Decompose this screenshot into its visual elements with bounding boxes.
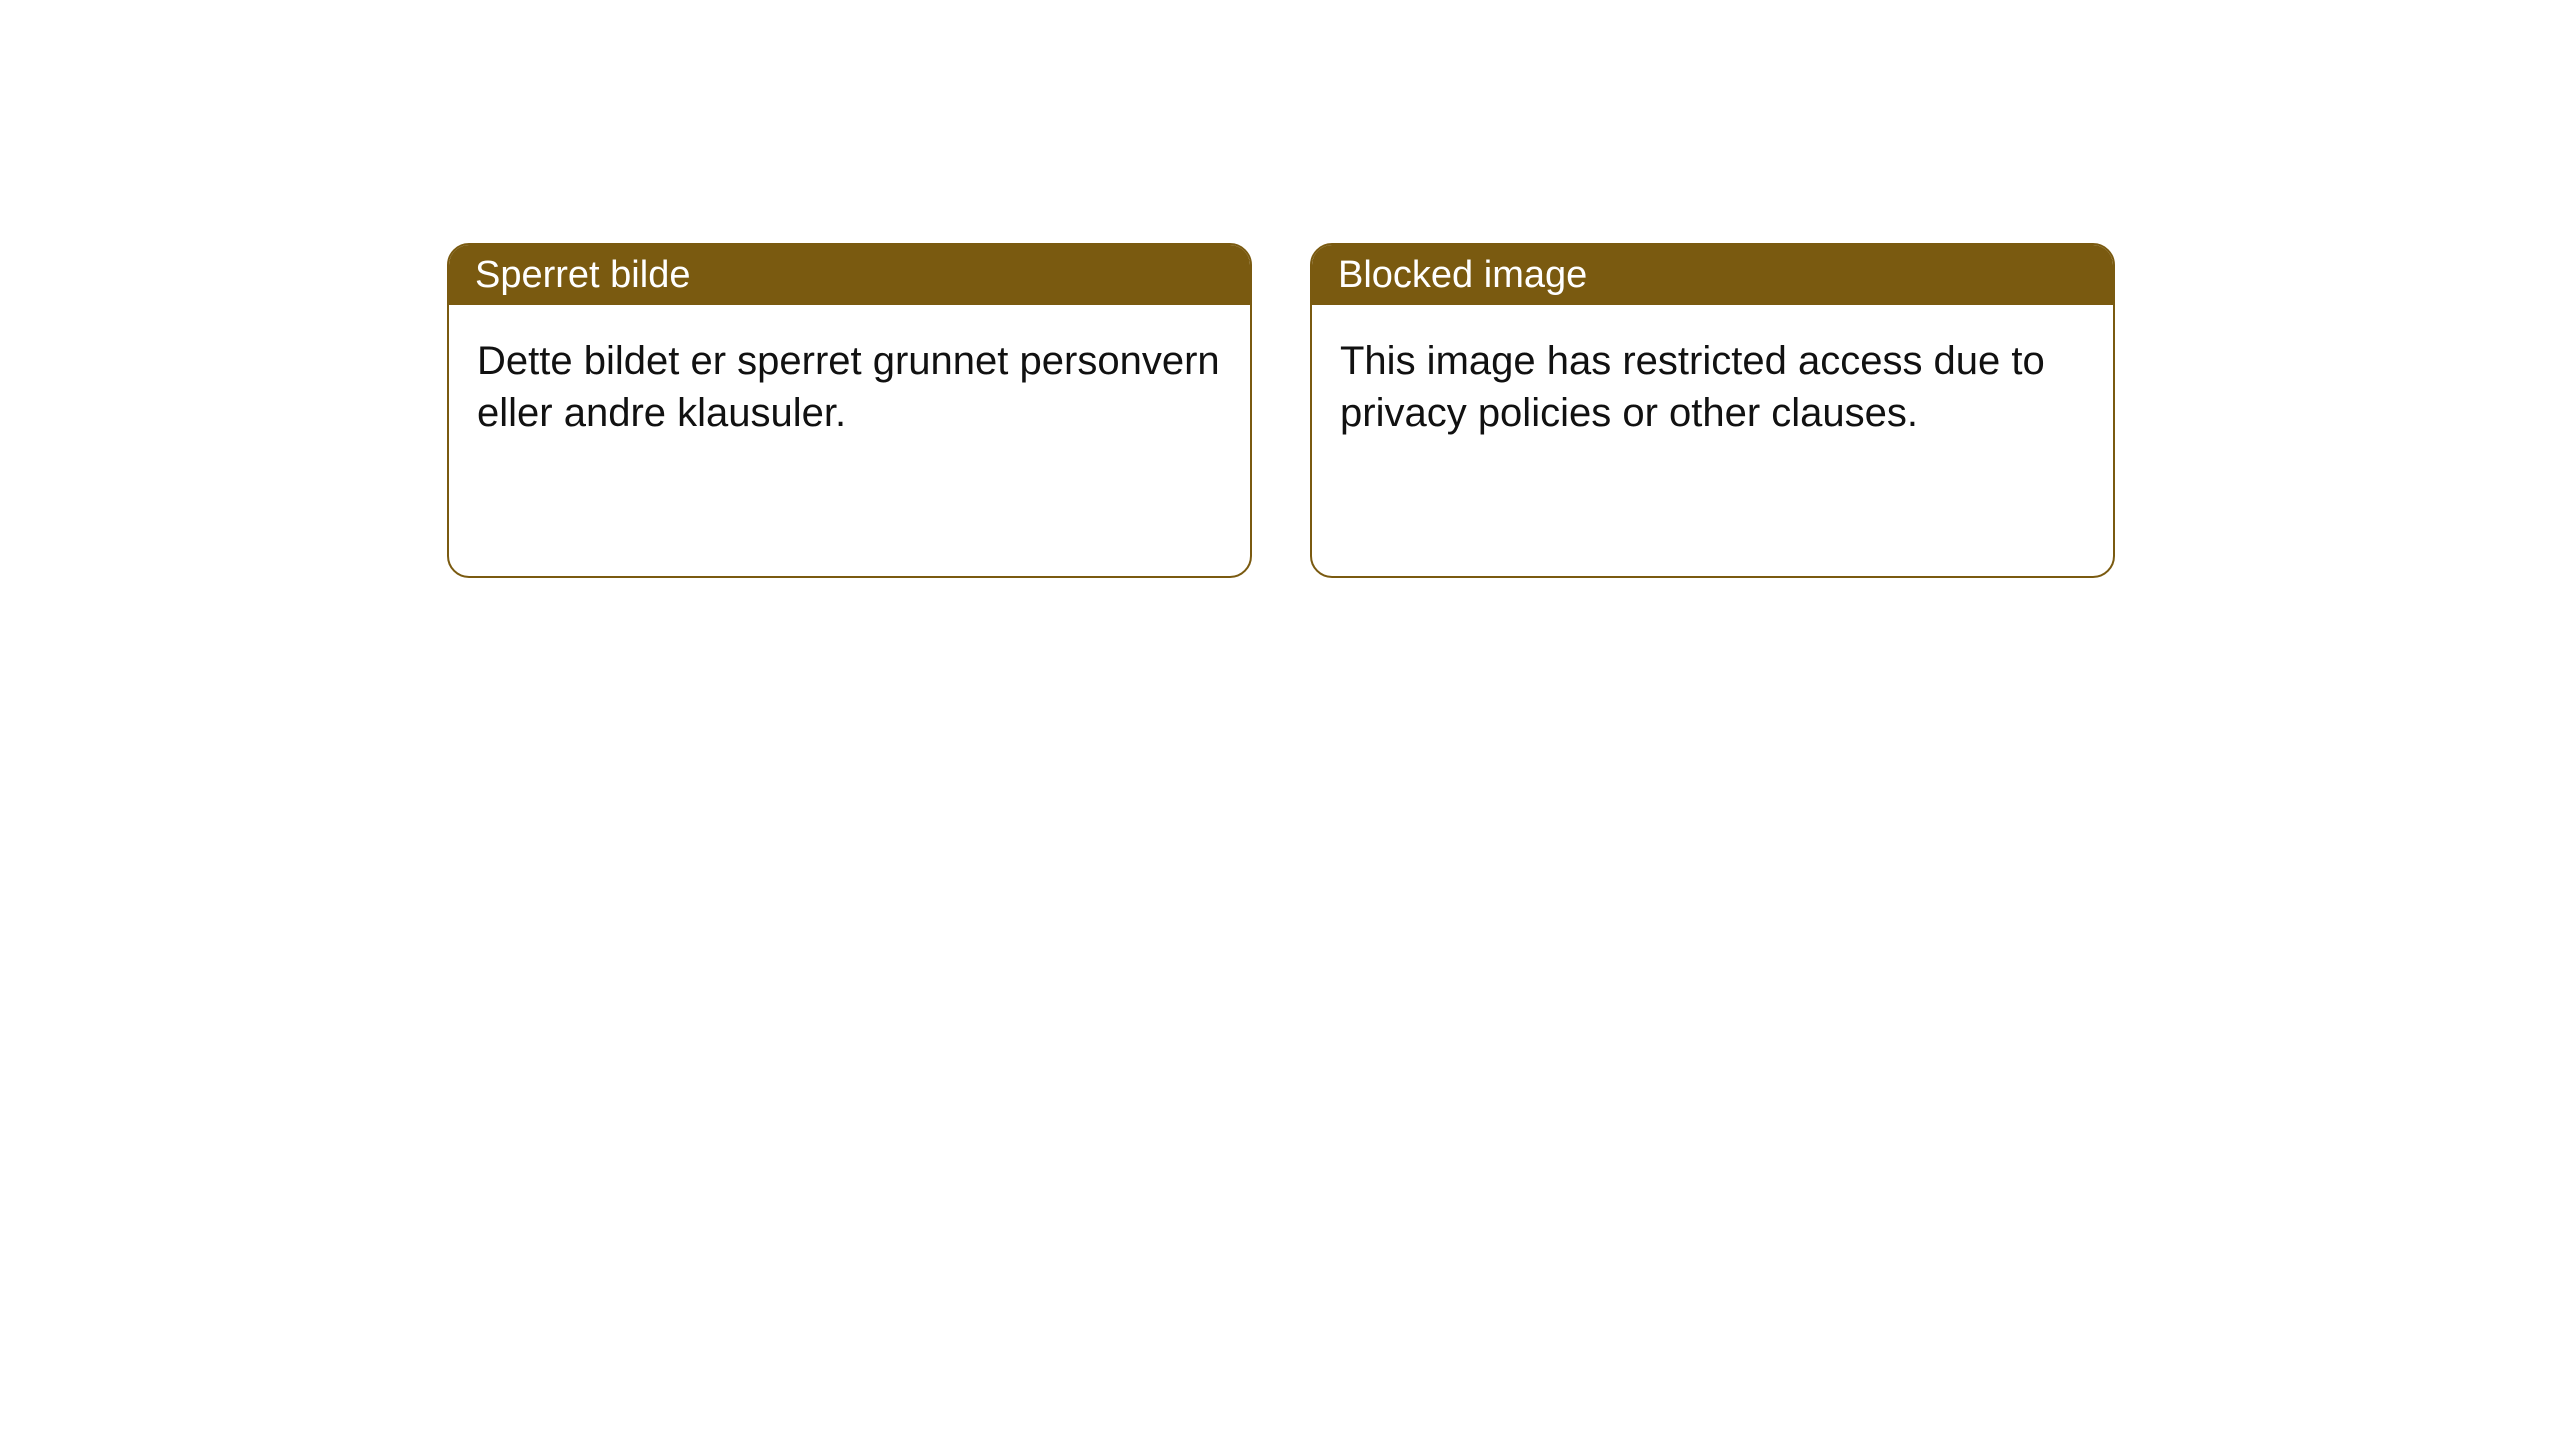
notice-card-header: Blocked image (1312, 245, 2113, 305)
notice-cards-row: Sperret bilde Dette bildet er sperret gr… (447, 243, 2115, 578)
notice-card-body: This image has restricted access due to … (1312, 305, 2113, 439)
notice-card-header: Sperret bilde (449, 245, 1250, 305)
notice-card-body: Dette bildet er sperret grunnet personve… (449, 305, 1250, 439)
notice-card-norwegian: Sperret bilde Dette bildet er sperret gr… (447, 243, 1252, 578)
notice-card-english: Blocked image This image has restricted … (1310, 243, 2115, 578)
